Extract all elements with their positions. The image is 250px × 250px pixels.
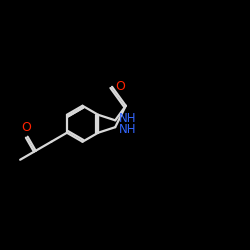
Text: NH: NH <box>119 112 136 125</box>
Text: O: O <box>22 121 31 134</box>
Text: NH: NH <box>119 123 136 136</box>
Text: O: O <box>115 80 125 93</box>
